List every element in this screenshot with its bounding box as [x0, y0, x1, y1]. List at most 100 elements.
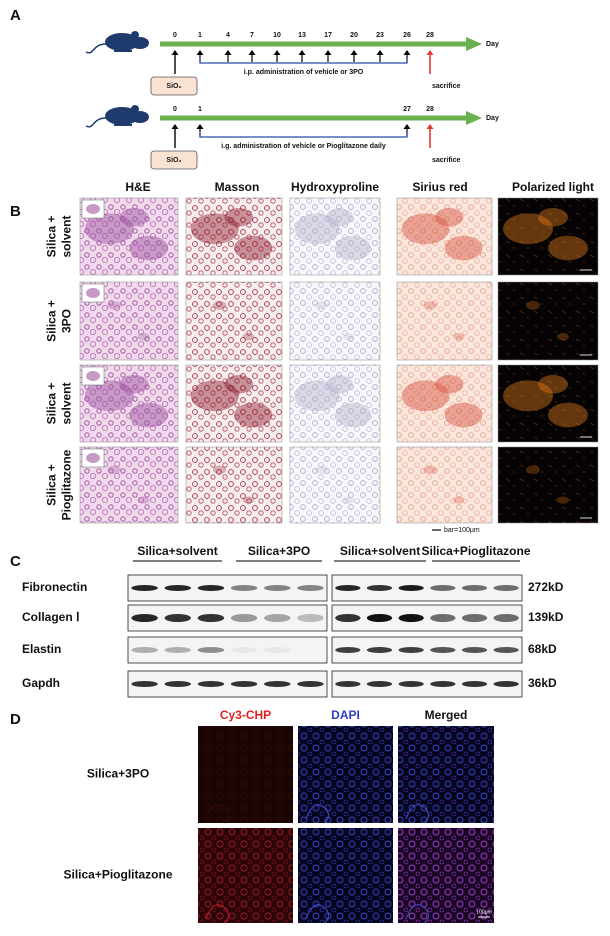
blot-band	[131, 614, 158, 622]
day-label: 28	[426, 32, 434, 39]
day-label: 0	[173, 106, 177, 113]
tissue-region	[294, 213, 340, 245]
timeline-unit: Day	[486, 115, 499, 122]
day-label: 1	[198, 32, 202, 39]
tissue-region	[129, 235, 169, 261]
tissue-region	[129, 402, 169, 428]
row-label: Silica +solvent	[45, 382, 74, 424]
arrow-head	[403, 124, 411, 129]
mouse-body	[105, 33, 139, 51]
protein-size: 68kD	[528, 642, 557, 656]
airway-outline	[405, 904, 430, 924]
agent-box	[150, 76, 198, 96]
blot-band	[493, 647, 519, 653]
row-label-line: Silica +	[45, 464, 59, 506]
histology-image	[289, 197, 381, 276]
blot-band	[430, 681, 456, 687]
blot-band	[335, 614, 361, 622]
tissue-region	[503, 380, 553, 412]
row-label-line: solvent	[60, 382, 74, 424]
day-label: 27	[403, 106, 411, 113]
mouse-head	[131, 37, 149, 49]
column-header: H&E	[125, 180, 150, 194]
blot-strip	[331, 574, 523, 602]
blot-band	[430, 647, 456, 653]
blot-band	[366, 585, 393, 591]
tissue-region	[343, 332, 354, 341]
blot-band	[366, 614, 393, 622]
row-label-line: Silica +	[45, 383, 59, 425]
tissue-region	[335, 235, 371, 261]
tissue-region	[335, 402, 371, 428]
blot-strip	[127, 670, 328, 698]
column-header: Polarized light	[512, 180, 594, 194]
tissue-region	[401, 213, 450, 245]
tissue-region	[84, 380, 134, 412]
group-label: Silica+solvent	[340, 544, 420, 558]
tissue-region	[423, 301, 437, 310]
column-header: Merged	[425, 708, 468, 722]
group-label: Silica+Pioglitazone	[421, 544, 530, 558]
scale-bar-text: 100μm	[476, 909, 491, 915]
tissue-region	[326, 375, 353, 394]
tissue-region	[423, 465, 437, 475]
arrow-head	[171, 124, 179, 129]
tissue-region	[84, 213, 134, 245]
blot-band	[131, 681, 158, 687]
histology-image	[289, 446, 381, 524]
day-label: 28	[426, 106, 434, 113]
blot-band	[430, 614, 456, 622]
inset-tissue	[86, 371, 100, 381]
blot-band	[197, 681, 225, 687]
tissue-region	[315, 465, 328, 475]
airway-outline	[205, 904, 230, 924]
tissue-region	[548, 235, 588, 261]
arrow-head	[298, 50, 306, 55]
tissue-region	[557, 496, 569, 504]
group-label: Silica+solvent	[137, 544, 217, 558]
tissue-region	[453, 496, 465, 504]
treatment-text: i.p. administration of vehicle or 3PO	[244, 69, 364, 76]
blot-band	[263, 614, 291, 622]
inset-tissue	[86, 204, 100, 214]
day-label: 7	[250, 32, 254, 39]
blot-band	[366, 681, 393, 687]
histology-image	[185, 281, 283, 361]
tissue-region	[538, 375, 568, 394]
airway-outline	[305, 804, 330, 824]
day-label: 1	[198, 106, 202, 113]
blot-strip	[127, 574, 328, 602]
column-header: Masson	[215, 180, 260, 194]
blot-band	[493, 614, 519, 622]
panel-label: B	[10, 203, 21, 220]
arrow-head	[196, 124, 204, 129]
histology-image	[396, 446, 493, 524]
blot-band	[263, 585, 291, 591]
histology-image	[289, 281, 381, 361]
arrow-head	[224, 50, 232, 55]
blot-band	[297, 614, 324, 622]
blot-band	[164, 681, 192, 687]
blot-band	[131, 585, 158, 591]
arrow-head	[273, 50, 281, 55]
histology-image	[289, 364, 381, 443]
blot-band	[461, 614, 488, 622]
blot-strip	[331, 636, 523, 664]
inset-tissue	[86, 288, 100, 298]
tissue-region	[503, 213, 553, 245]
blot-band	[230, 585, 258, 591]
protein-size: 139kD	[528, 610, 564, 624]
tissue-region	[224, 208, 254, 227]
treatment-bracket	[199, 132, 408, 138]
mouse-ear	[131, 31, 139, 39]
blot-band	[366, 647, 393, 653]
blot-strip	[127, 604, 328, 632]
mouse-body	[105, 107, 139, 125]
row-label-line: Silica +	[45, 300, 59, 342]
histology-image	[396, 197, 493, 276]
column-header: Cy3-CHP	[220, 708, 271, 722]
row-label-line: 3PO	[60, 309, 74, 333]
histology-image	[185, 364, 283, 443]
tissue-region	[234, 402, 273, 428]
blot-band	[197, 585, 225, 591]
